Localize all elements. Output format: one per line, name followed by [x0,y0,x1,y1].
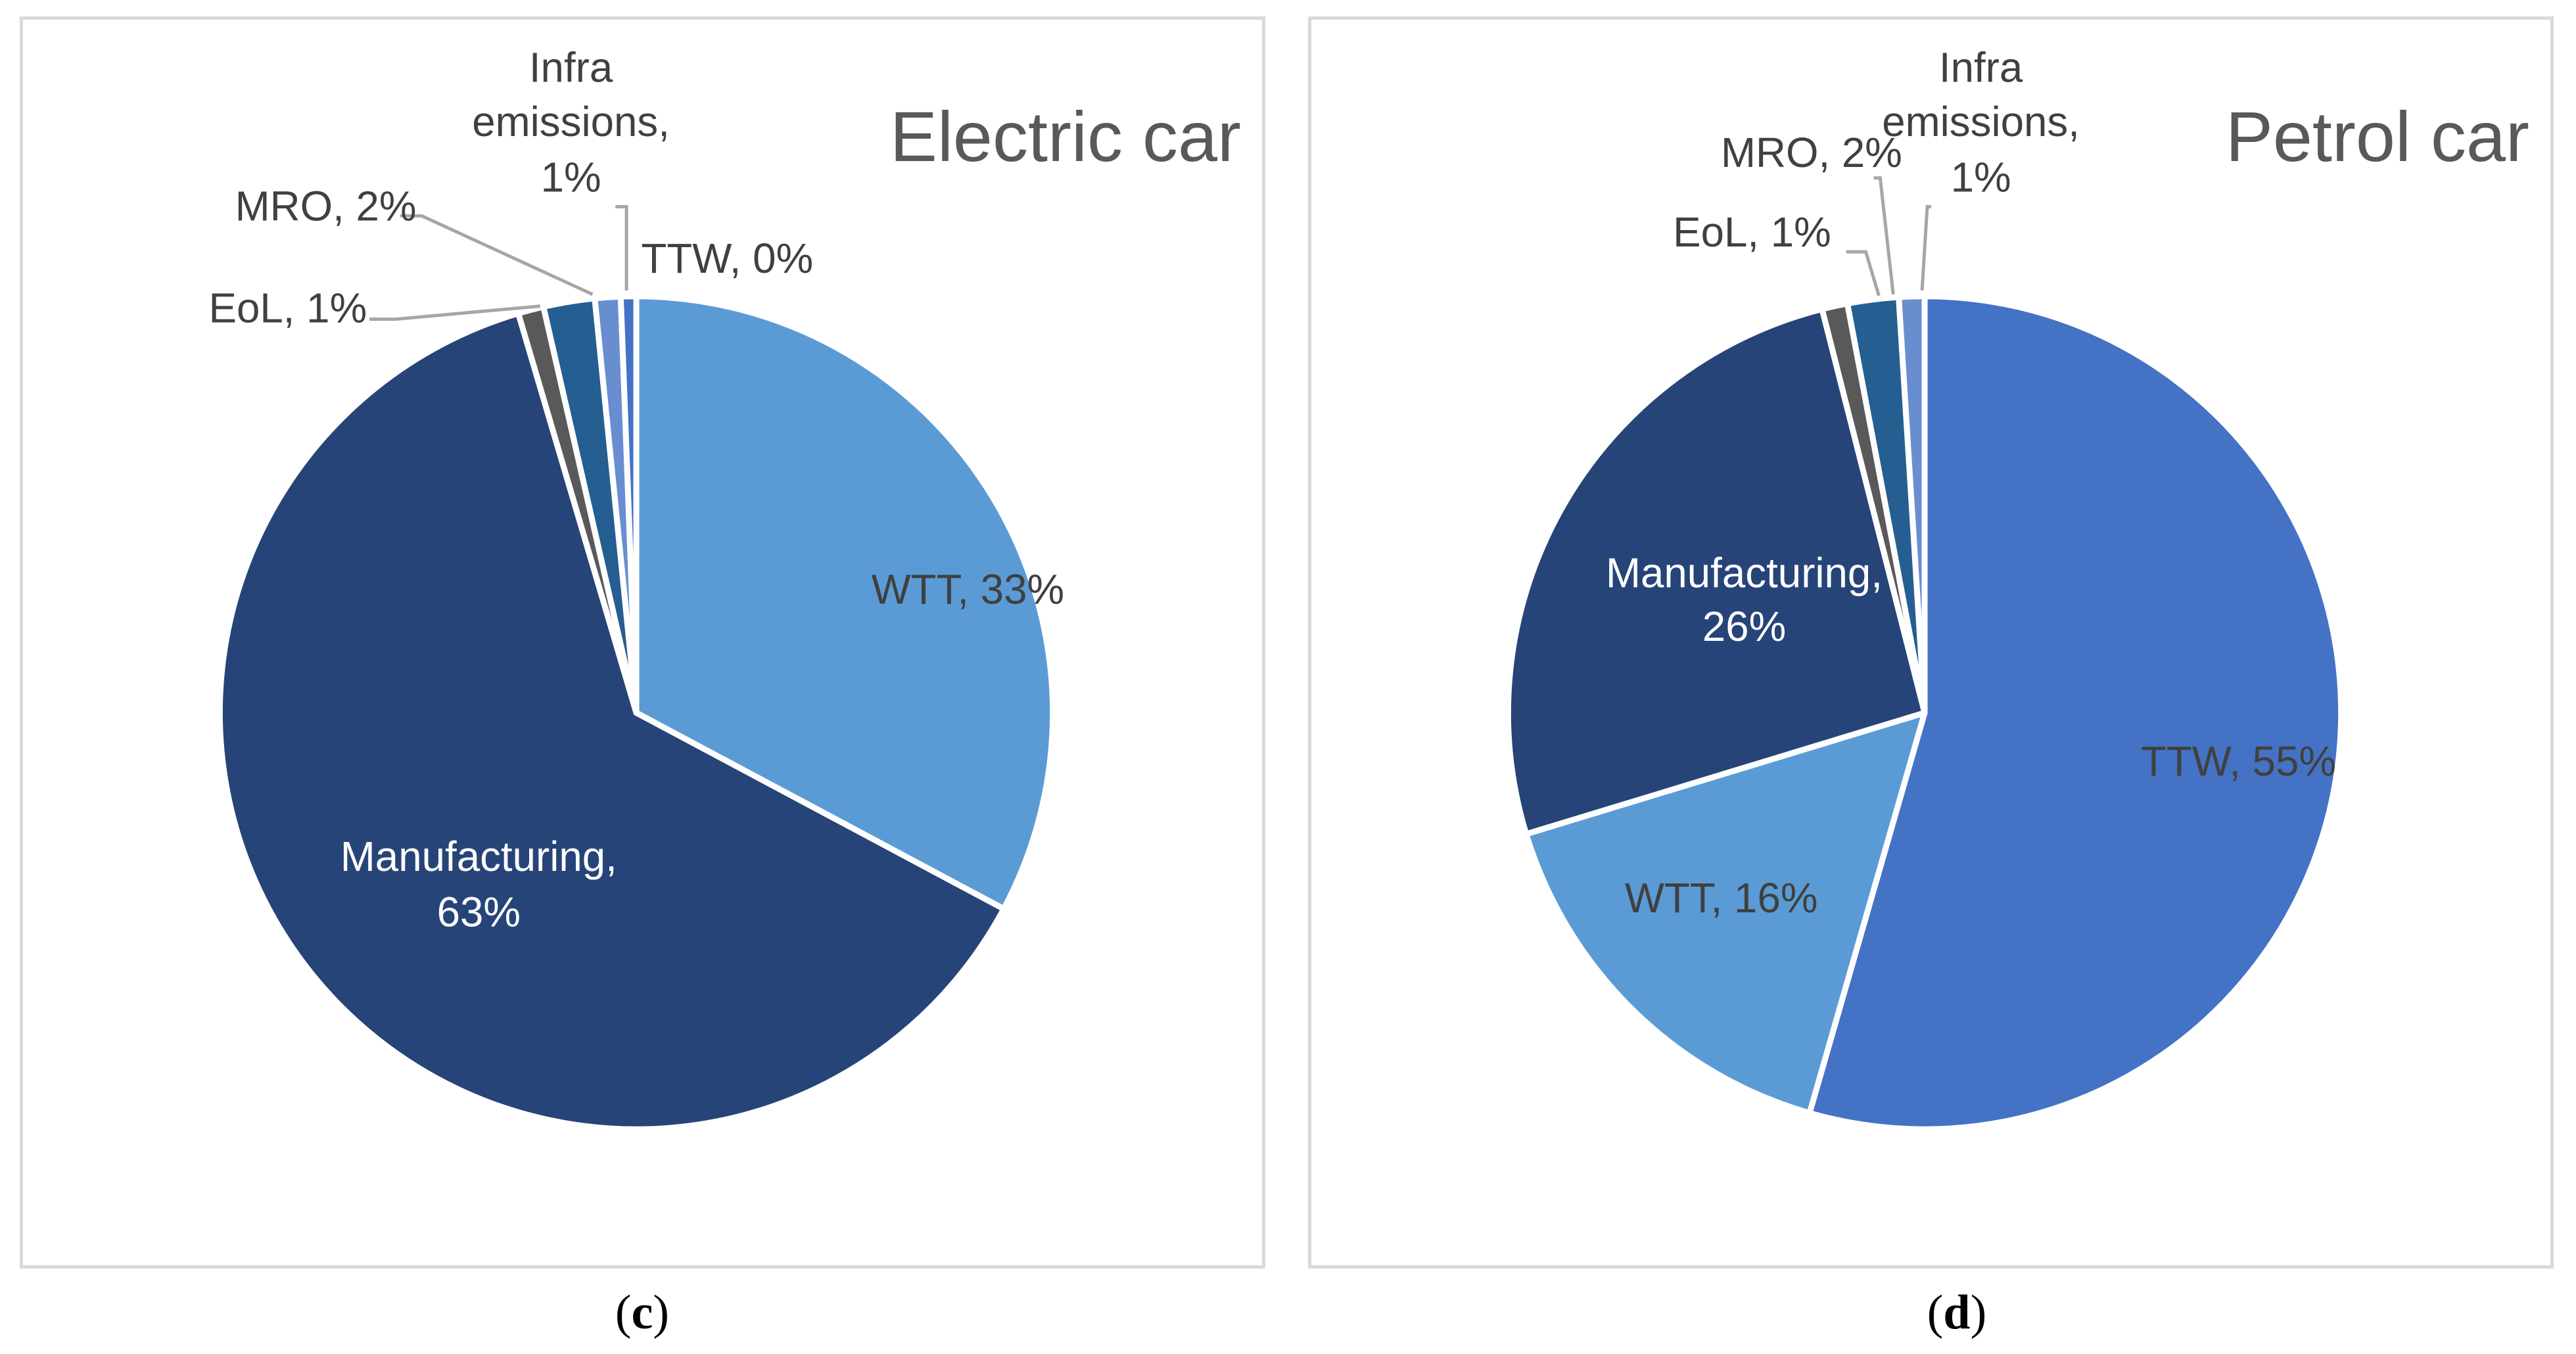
caption-letter: d [1943,1286,1971,1340]
caption-letter: c [631,1286,653,1340]
leader-line [615,205,628,291]
figure-caption-d: (d) [1927,1286,1987,1340]
pie-slice-manufacturing [1505,306,1928,837]
leader-line [1920,205,1931,291]
pie-slice-manufacturing [216,310,1007,1132]
leader-line [1873,176,1895,295]
pie-chart-petrol-car: TTW, 55% WTT, 16% Manufacturing, 26% EoL, 1%… [1505,45,2345,1132]
pie-chart-electric-car: WTT, 33% Manufacturing, 63% EoL, 1% MRO, 2% I… [209,45,1065,1132]
data-label-mro: MRO, 2% [235,183,417,229]
data-label-manufacturing: Manufacturing, 63% [340,833,617,936]
leader-line [400,214,594,296]
data-label-mro: MRO, 2% [1721,129,1902,176]
leader-line [369,304,541,321]
pie-slice-ttw [617,293,640,716]
data-label-ttw: TTW, 55% [2141,738,2336,785]
data-label-wtt: WTT, 16% [1625,875,1818,922]
leader-line [1846,250,1881,296]
data-label-infra-emissions: Infra emissions, 1% [1882,45,2080,201]
data-label-ttw: TTW, 0% [641,235,813,282]
pie-slice-wtt [1523,709,1928,1116]
chart-panel-electric-car: WTT, 33% Manufacturing, 63% EoL, 1% MRO, 2% I… [20,16,1265,1269]
data-label-infra-emissions: Infra emissions, 1% [472,45,670,201]
data-label-wtt: WTT, 33% [872,566,1065,613]
pie-slice-ttw [1806,293,2345,1132]
figure-caption-c: (c) [615,1286,670,1340]
chart-panel-petrol-car: TTW, 55% WTT, 16% Manufacturing, 26% EoL, 1%… [1308,16,2554,1269]
data-label-eol: EoL, 1% [209,285,367,332]
pie-slice-infra-emissions [1896,293,1928,716]
data-label-manufacturing: Manufacturing, 26% [1606,549,1883,650]
chart-title: Petrol car [2225,97,2529,176]
pie-slice-wtt [633,293,1056,912]
data-label-eol: EoL, 1% [1673,209,1831,256]
chart-title: Electric car [889,97,1241,176]
